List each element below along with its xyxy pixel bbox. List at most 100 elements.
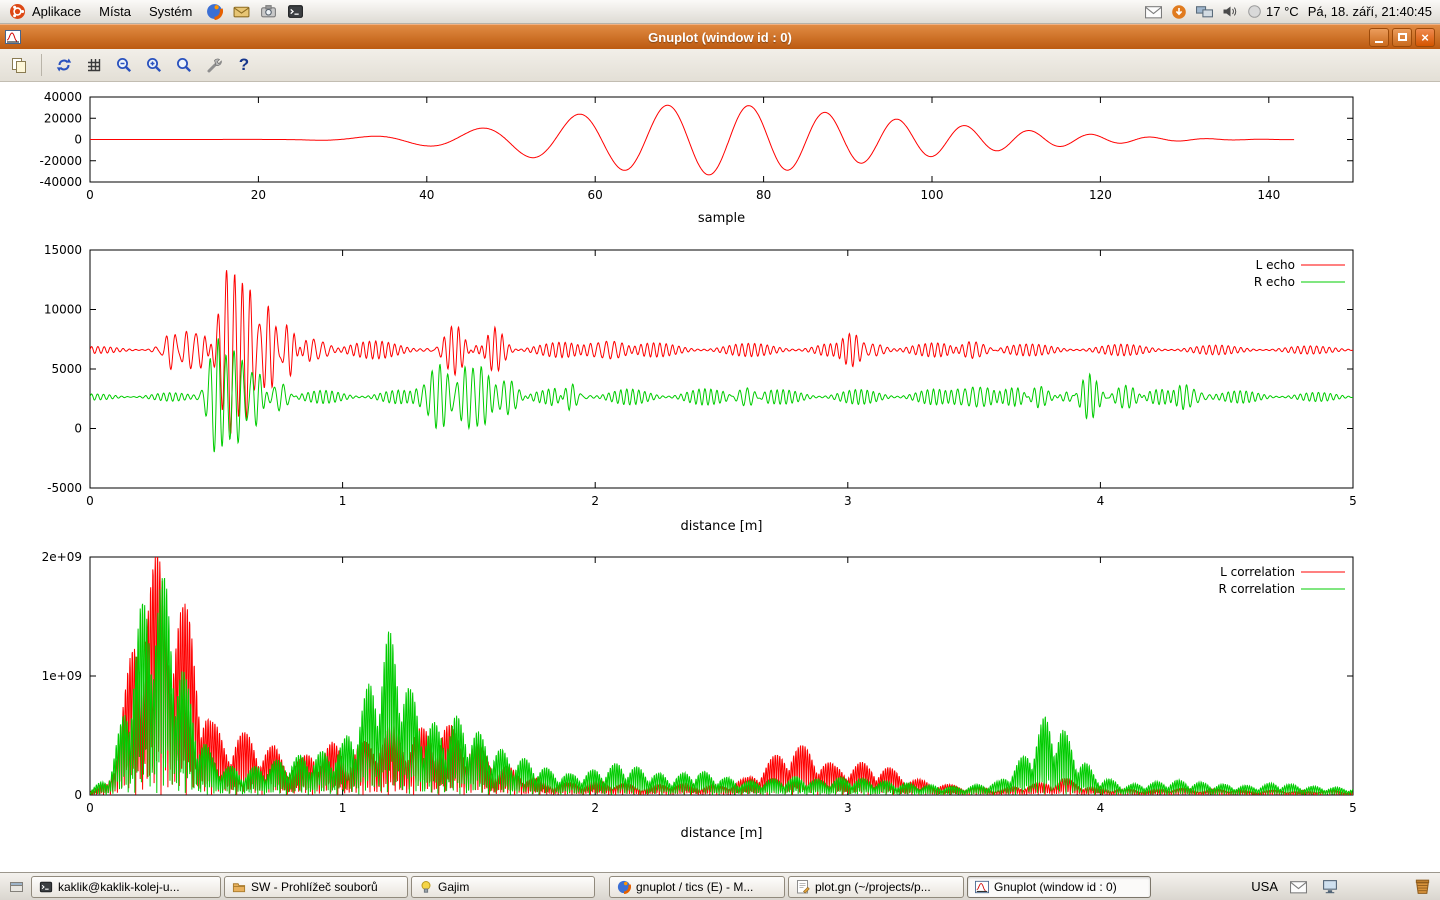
svg-text:1: 1 bbox=[339, 801, 347, 815]
menu-system-label: Systém bbox=[148, 4, 193, 19]
window-list-handle[interactable] bbox=[4, 876, 28, 898]
close-button[interactable]: × bbox=[1415, 27, 1435, 47]
firefox-icon bbox=[207, 4, 224, 20]
svg-text:R echo: R echo bbox=[1254, 275, 1295, 289]
menu-places-label: Místa bbox=[99, 4, 131, 19]
weather-applet[interactable]: 17 °C bbox=[1247, 4, 1299, 19]
copy-clipboard-button[interactable] bbox=[6, 52, 32, 78]
panel-right: 17 °C Pá, 18. září, 21:40:45 bbox=[1145, 4, 1440, 20]
gnuplot-toolbar: ? bbox=[0, 49, 1440, 82]
terminal-launcher[interactable] bbox=[282, 0, 309, 23]
volume-applet[interactable] bbox=[1222, 4, 1238, 19]
taskbar-button-file-manager[interactable]: SW - Prohlížeč souborů bbox=[224, 875, 408, 898]
help-button[interactable]: ? bbox=[231, 52, 257, 78]
taskbar-button-gajim[interactable]: Gajim bbox=[411, 875, 595, 898]
svg-text:120: 120 bbox=[1089, 188, 1112, 202]
svg-text:5000: 5000 bbox=[51, 362, 82, 376]
window-titlebar[interactable]: Gnuplot (window id : 0) × bbox=[0, 24, 1440, 49]
ubuntu-logo-icon bbox=[10, 4, 25, 19]
svg-text:-40000: -40000 bbox=[39, 175, 82, 189]
zoom-next-icon bbox=[147, 58, 162, 73]
taskbar-button-label: kaklik@kaklik-kolej-u... bbox=[58, 879, 180, 894]
grid-button[interactable] bbox=[81, 52, 107, 78]
weather-icon bbox=[1248, 5, 1261, 18]
taskbar-button-firefox[interactable]: gnuplot / tics (E) - M... bbox=[609, 875, 785, 898]
taskbar-button-terminal[interactable]: kaklik@kaklik-kolej-u... bbox=[31, 875, 221, 898]
clock-label: Pá, 18. září, 21:40:45 bbox=[1307, 4, 1432, 19]
maximize-button[interactable] bbox=[1392, 27, 1412, 47]
window-title: Gnuplot (window id : 0) bbox=[648, 29, 792, 45]
terminal-icon bbox=[288, 5, 304, 18]
minimize-icon bbox=[1375, 40, 1383, 43]
clock-applet[interactable]: Pá, 18. září, 21:40:45 bbox=[1308, 4, 1432, 19]
firefox-icon bbox=[617, 880, 631, 894]
mail-notification-applet[interactable] bbox=[1145, 5, 1163, 19]
mail-icon bbox=[1145, 5, 1163, 18]
trash-icon bbox=[1415, 879, 1429, 894]
minimize-button[interactable] bbox=[1369, 27, 1389, 47]
maximize-icon bbox=[1397, 33, 1407, 41]
text-editor-icon bbox=[797, 879, 810, 894]
config-button[interactable] bbox=[201, 52, 227, 78]
window-list-icon bbox=[9, 881, 23, 892]
svg-text:5: 5 bbox=[1349, 801, 1357, 815]
svg-text:40000: 40000 bbox=[44, 90, 82, 104]
taskbar-button-label: Gnuplot (window id : 0) bbox=[994, 879, 1117, 894]
update-icon bbox=[1172, 4, 1186, 19]
replot-icon bbox=[56, 58, 72, 72]
svg-text:80: 80 bbox=[756, 188, 771, 202]
svg-text:L echo: L echo bbox=[1256, 258, 1295, 272]
svg-text:-5000: -5000 bbox=[47, 481, 82, 495]
svg-text:20000: 20000 bbox=[44, 111, 82, 125]
svg-text:0: 0 bbox=[74, 133, 82, 147]
gnome-top-panel: Aplikace Místa Systém bbox=[0, 0, 1440, 24]
gajim-icon bbox=[421, 880, 431, 893]
menu-places[interactable]: Místa bbox=[90, 0, 140, 23]
wrench-icon bbox=[207, 58, 222, 73]
zoom-button[interactable] bbox=[171, 52, 197, 78]
copy-icon bbox=[12, 58, 26, 73]
svg-text:2e+09: 2e+09 bbox=[42, 550, 82, 564]
volume-icon bbox=[1223, 6, 1237, 17]
svg-text:15000: 15000 bbox=[44, 243, 82, 257]
svg-text:R correlation: R correlation bbox=[1218, 582, 1295, 596]
screenshot-launcher[interactable] bbox=[255, 0, 282, 23]
taskbar-button-gnuplot[interactable]: Gnuplot (window id : 0) bbox=[967, 875, 1151, 898]
svg-text:40: 40 bbox=[419, 188, 434, 202]
menu-applications-label: Aplikace bbox=[32, 4, 82, 19]
zoom-previous-icon bbox=[117, 58, 132, 73]
svg-text:3: 3 bbox=[844, 801, 852, 815]
svg-text:140: 140 bbox=[1257, 188, 1280, 202]
gnuplot-canvas[interactable]: 0 20 40 60 80 100 120 140 -40000 -20000 0 20000 4000… bbox=[0, 82, 1440, 872]
taskbar-button-editor[interactable]: plot.gn (~/projects/p... bbox=[788, 875, 964, 898]
gnuplot-icon bbox=[975, 880, 989, 893]
svg-text:1e+09: 1e+09 bbox=[42, 669, 82, 683]
update-manager-applet[interactable] bbox=[1171, 4, 1187, 20]
help-icon: ? bbox=[238, 55, 250, 74]
taskbar-button-label: Gajim bbox=[438, 879, 470, 894]
mail-applet[interactable] bbox=[1286, 876, 1310, 898]
display-applet[interactable] bbox=[1318, 876, 1342, 898]
trash-applet[interactable] bbox=[1410, 876, 1434, 898]
svg-text:20: 20 bbox=[251, 188, 266, 202]
svg-text:4: 4 bbox=[1097, 801, 1105, 815]
svg-text:0: 0 bbox=[74, 422, 82, 436]
svg-text:distance [m]: distance [m] bbox=[680, 826, 762, 841]
svg-text:0: 0 bbox=[86, 494, 94, 508]
keyboard-layout-indicator[interactable]: USA bbox=[1251, 879, 1278, 894]
zoom-previous-button[interactable] bbox=[111, 52, 137, 78]
close-icon: × bbox=[1421, 29, 1429, 45]
taskbar: kaklik@kaklik-kolej-u... SW - Prohlížeč … bbox=[0, 872, 1440, 900]
firefox-launcher[interactable] bbox=[201, 0, 228, 23]
evolution-launcher[interactable] bbox=[228, 0, 255, 23]
terminal-icon bbox=[39, 881, 53, 892]
menu-applications[interactable]: Aplikace bbox=[0, 0, 90, 23]
svg-text:distance [m]: distance [m] bbox=[680, 519, 762, 534]
zoom-next-button[interactable] bbox=[141, 52, 167, 78]
menu-system[interactable]: Systém bbox=[140, 0, 201, 23]
svg-text:sample: sample bbox=[698, 211, 745, 226]
file-manager-icon bbox=[232, 882, 246, 892]
svg-text:100: 100 bbox=[921, 188, 944, 202]
replot-button[interactable] bbox=[51, 52, 77, 78]
network-monitor-applet[interactable] bbox=[1196, 4, 1214, 19]
